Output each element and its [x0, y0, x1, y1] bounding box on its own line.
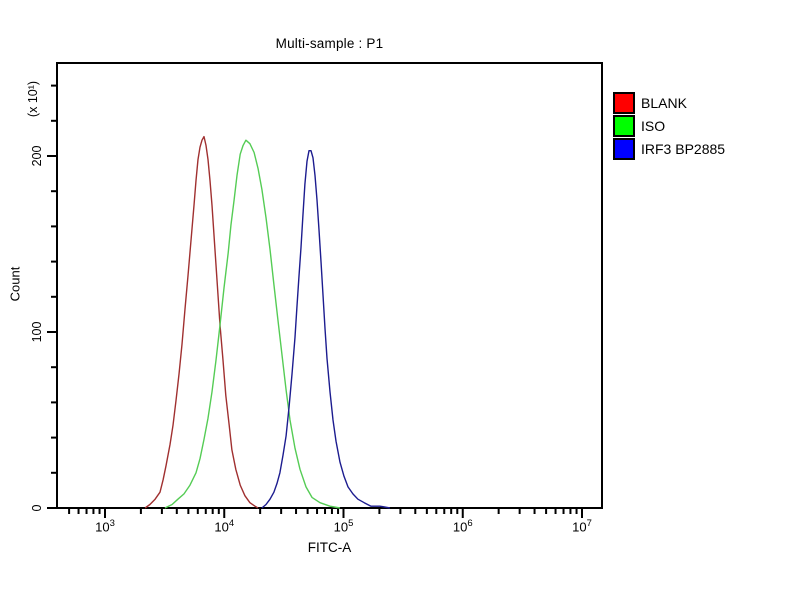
- x-tick-label: 103: [95, 518, 115, 535]
- legend-swatch-blue-icon: [613, 138, 635, 160]
- x-axis-title: FITC-A: [307, 540, 352, 555]
- legend: BLANK ISO IRF3 BP2885: [613, 92, 725, 161]
- legend-item-blank: BLANK: [613, 92, 725, 114]
- y-axis-multiplier-label: (x 10¹): [26, 80, 40, 118]
- x-tick-label: 106: [452, 518, 473, 535]
- legend-item-irf3: IRF3 BP2885: [613, 138, 725, 160]
- y-tick-label: 0: [30, 504, 44, 512]
- legend-item-iso: ISO: [613, 115, 725, 137]
- legend-swatch-green-icon: [613, 115, 635, 137]
- x-tick-label: 105: [333, 518, 354, 535]
- legend-label: BLANK: [641, 95, 687, 111]
- x-tick-label: 107: [572, 518, 592, 535]
- legend-swatch-red-icon: [613, 92, 635, 114]
- legend-label: IRF3 BP2885: [641, 141, 726, 157]
- plot-title: Multi-sample : P1: [275, 36, 384, 51]
- y-tick-label: 200: [30, 145, 44, 167]
- y-axis-title: Count: [7, 266, 23, 302]
- y-tick-label: 100: [30, 321, 44, 343]
- legend-label: ISO: [641, 118, 666, 134]
- x-tick-label: 104: [214, 518, 235, 535]
